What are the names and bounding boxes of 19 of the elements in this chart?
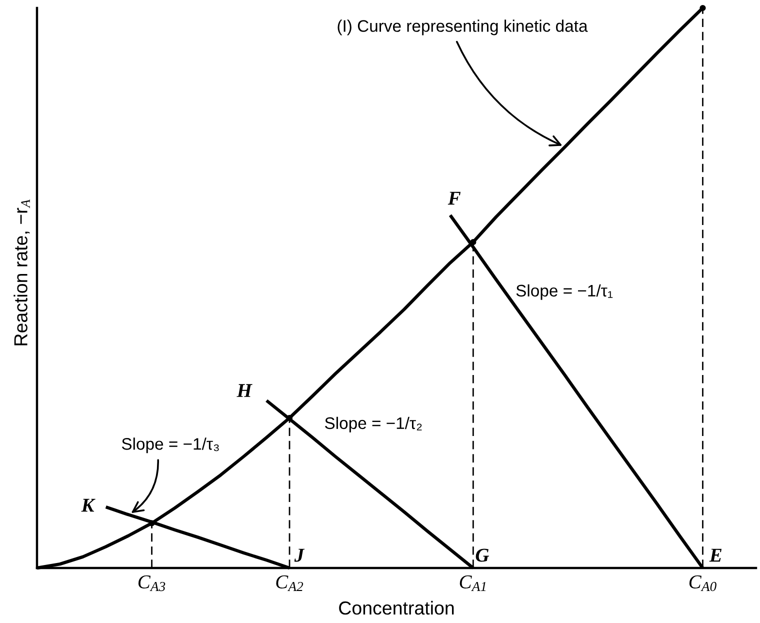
point xyxy=(700,4,706,12)
annotation: Slope = −1/τ₂ xyxy=(325,416,422,432)
annotation: Slope = −1/τ₁ xyxy=(516,284,613,300)
annotation: K xyxy=(81,498,96,512)
x-axis-title: Concentration xyxy=(339,600,454,615)
point xyxy=(470,239,476,246)
x-tick-label: C$_{A0}$ xyxy=(689,575,716,592)
x-tick-label: C$_{A2}$ xyxy=(276,575,304,591)
x-tick-label: C$_{A1}$ xyxy=(460,575,486,591)
y-axis-title: Reaction rate, −r$_{A}$ xyxy=(14,199,30,346)
point xyxy=(148,520,155,526)
annotation: F xyxy=(448,192,461,205)
annotation: G xyxy=(476,548,490,562)
annotation: Slope = −1/τ₃ xyxy=(122,438,219,454)
x-tick-label: C$_{A3}$ xyxy=(138,575,166,592)
annotation: E xyxy=(709,548,722,562)
annotation: (I) Curve representing kinetic data xyxy=(338,20,588,36)
annotation: J xyxy=(294,548,305,562)
annotation: H xyxy=(236,384,252,397)
